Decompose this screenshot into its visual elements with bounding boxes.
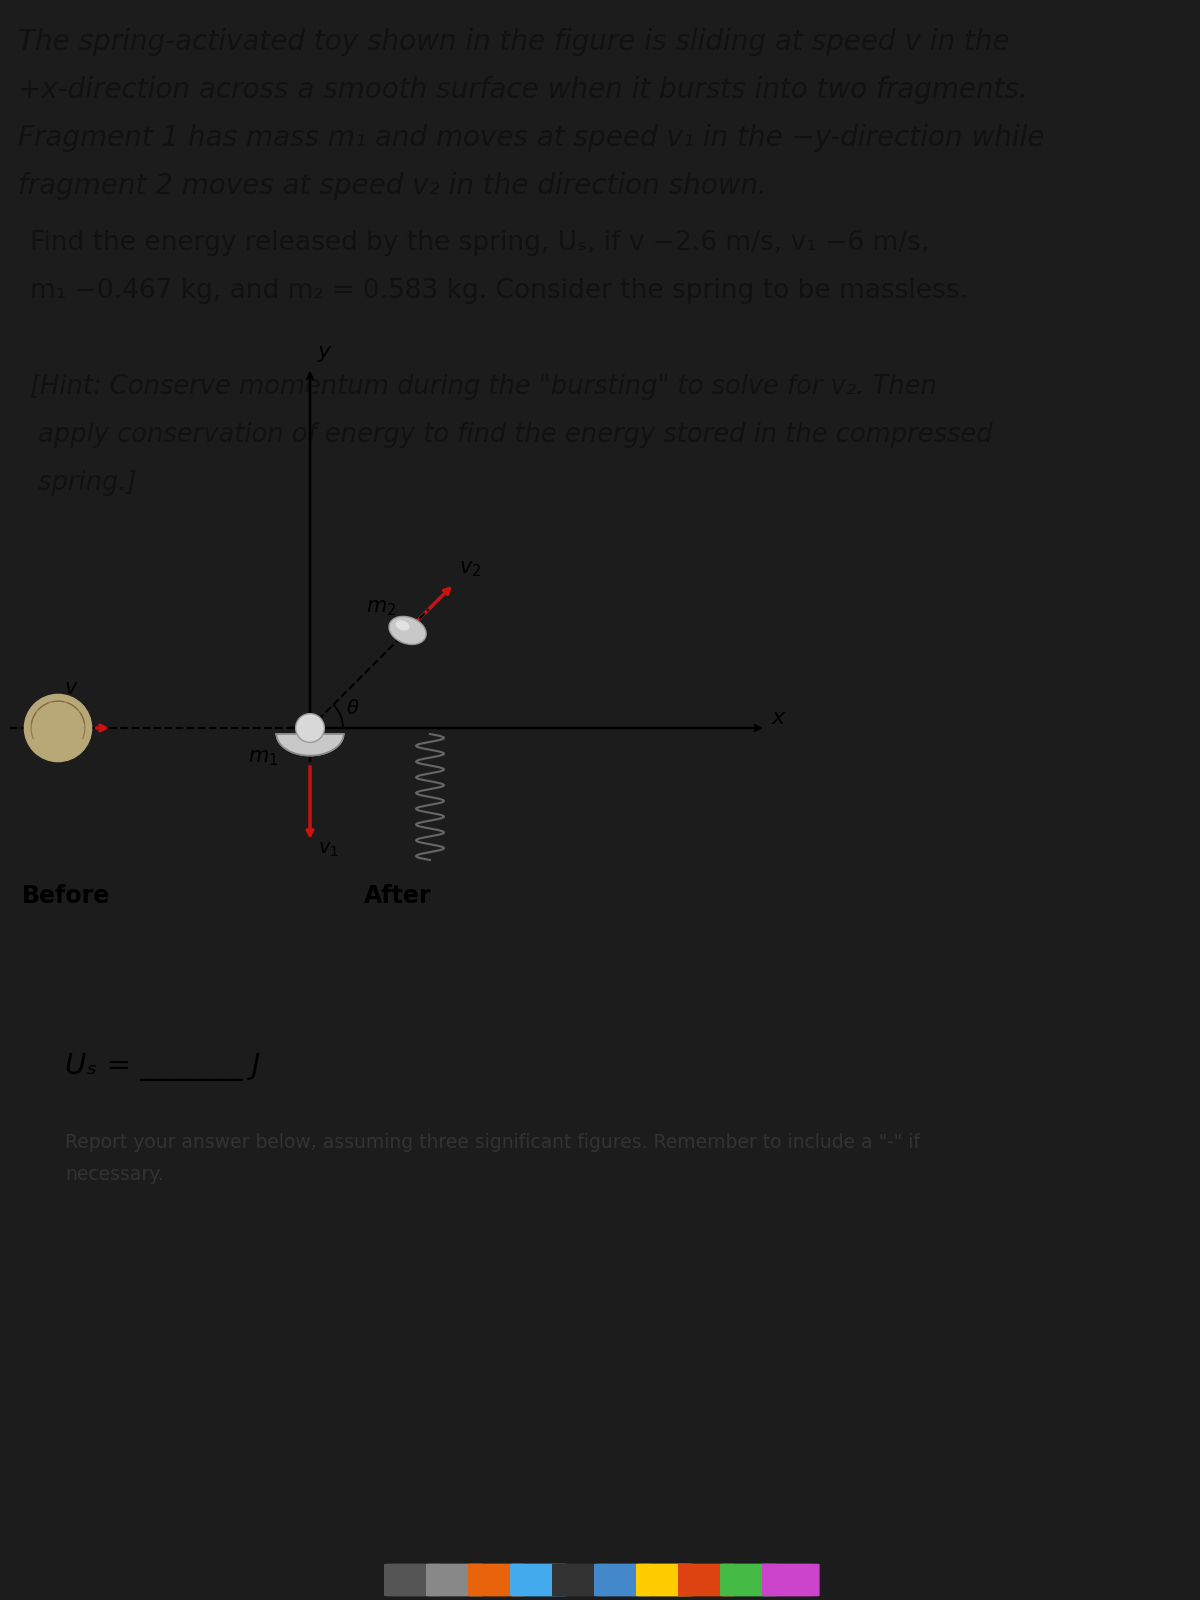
Ellipse shape (389, 616, 426, 645)
Circle shape (295, 714, 324, 742)
Text: necessary.: necessary. (65, 1165, 163, 1184)
FancyBboxPatch shape (762, 1563, 820, 1597)
Text: +x-direction across a smooth surface when it bursts into two fragments.: +x-direction across a smooth surface whe… (18, 75, 1028, 104)
Text: $m_2$: $m_2$ (366, 598, 396, 619)
FancyBboxPatch shape (552, 1563, 610, 1597)
Text: Before: Before (22, 883, 110, 909)
Text: $m_1$: $m_1$ (247, 749, 278, 768)
Text: $v_2$: $v_2$ (460, 558, 481, 579)
Polygon shape (276, 734, 343, 755)
FancyBboxPatch shape (510, 1563, 568, 1597)
FancyBboxPatch shape (426, 1563, 484, 1597)
Circle shape (24, 694, 91, 762)
Text: $\theta$: $\theta$ (346, 699, 360, 718)
Text: [Hint: Conserve momentum during the "bursting" to solve for v₂. Then: [Hint: Conserve momentum during the "bur… (30, 374, 937, 400)
Text: m₁ −0.467 kg, and m₂ = 0.583 kg. Consider the spring to be massless.: m₁ −0.467 kg, and m₂ = 0.583 kg. Conside… (30, 278, 968, 304)
Text: Uₛ = _______ J: Uₛ = _______ J (65, 1053, 260, 1082)
FancyBboxPatch shape (468, 1563, 526, 1597)
Text: Report your answer below, assuming three significant figures. Remember to includ: Report your answer below, assuming three… (65, 1133, 920, 1152)
Text: spring.]: spring.] (30, 470, 137, 496)
Text: Fragment 1 has mass m₁ and moves at speed v₁ in the −y-direction while: Fragment 1 has mass m₁ and moves at spee… (18, 125, 1044, 152)
FancyBboxPatch shape (384, 1563, 442, 1597)
Text: apply conservation of energy to find the energy stored in the compressed: apply conservation of energy to find the… (30, 422, 992, 448)
FancyBboxPatch shape (594, 1563, 652, 1597)
Text: x: x (772, 707, 785, 728)
Text: After: After (364, 883, 432, 909)
Text: fragment 2 moves at speed v₂ in the direction shown.: fragment 2 moves at speed v₂ in the dire… (18, 171, 767, 200)
Text: $v$: $v$ (64, 678, 79, 698)
Text: Find the energy released by the spring, Uₛ, if v −2.6 m/s, v₁ −6 m/s,: Find the energy released by the spring, … (30, 230, 929, 256)
Ellipse shape (396, 621, 409, 630)
FancyBboxPatch shape (720, 1563, 778, 1597)
Text: $v_1$: $v_1$ (318, 840, 338, 859)
Text: The spring-activated toy shown in the figure is sliding at speed v in the: The spring-activated toy shown in the fi… (18, 27, 1009, 56)
FancyBboxPatch shape (678, 1563, 736, 1597)
Text: y: y (318, 342, 331, 362)
FancyBboxPatch shape (636, 1563, 694, 1597)
